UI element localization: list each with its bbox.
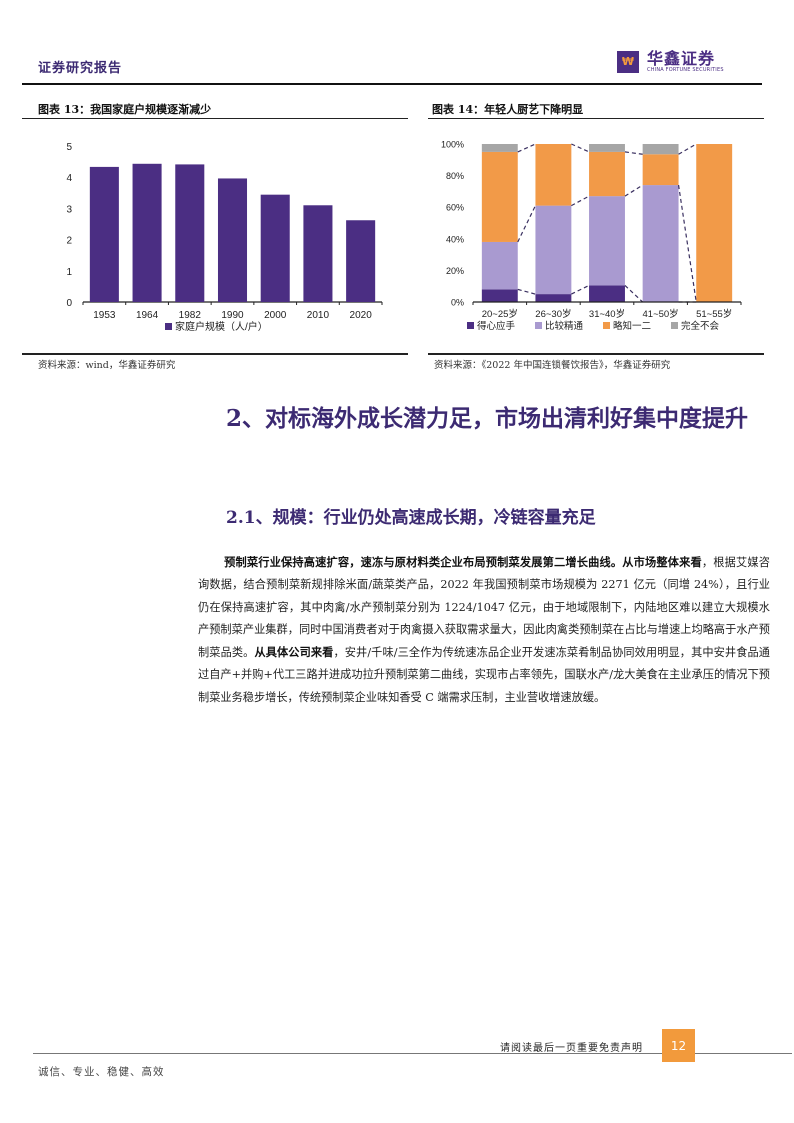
legend-swatch bbox=[671, 322, 678, 329]
bar bbox=[346, 220, 376, 302]
y-tick-label: 60% bbox=[446, 203, 464, 213]
legend-label: 得心应手 bbox=[477, 320, 516, 332]
series-line bbox=[571, 195, 590, 207]
stacked-segment bbox=[481, 151, 518, 242]
series-line bbox=[677, 184, 697, 303]
y-tick-label: 40% bbox=[446, 234, 464, 244]
legend-label: 家庭户规模（人/户） bbox=[175, 320, 268, 333]
x-tick-label: 1953 bbox=[93, 310, 116, 321]
bar bbox=[303, 205, 333, 302]
stacked-segment bbox=[589, 196, 625, 286]
series-line bbox=[624, 284, 644, 303]
series-line bbox=[624, 151, 643, 155]
legend-label: 比较精通 bbox=[545, 320, 584, 332]
series-line bbox=[517, 143, 536, 153]
legend-swatch bbox=[603, 322, 610, 329]
stacked-segment bbox=[481, 241, 518, 290]
stacked-segment bbox=[481, 144, 518, 152]
y-tick-label: 3 bbox=[66, 204, 72, 215]
stacked-segment bbox=[481, 289, 518, 302]
series-line bbox=[517, 288, 536, 295]
paragraph-text-1: ，根据艾媒咨询数据，结合预制菜新规排除米面/蔬菜类产品，2022 年我国预制菜市… bbox=[198, 556, 770, 660]
company-logo: ₩ 华鑫证券 CHINA FORTUNE SECURITIES bbox=[617, 50, 724, 73]
x-tick-label: 1964 bbox=[136, 310, 159, 321]
series-line bbox=[624, 184, 643, 197]
stacked-segment bbox=[589, 285, 625, 302]
subsection-heading: 2.1、规模：行业仍处高速成长期，冷链容量充足 bbox=[226, 508, 596, 528]
bar bbox=[132, 163, 162, 302]
report-header-title: 证券研究报告 bbox=[38, 61, 123, 76]
legend-swatch bbox=[535, 322, 542, 329]
series-line bbox=[571, 143, 590, 153]
stacked-segment bbox=[535, 144, 572, 206]
stacked-segment bbox=[589, 144, 625, 152]
paragraph-company-bold: 从具体公司来看 bbox=[254, 645, 334, 660]
footer-divider-left bbox=[33, 1053, 393, 1054]
logo-mark-icon: ₩ bbox=[617, 50, 639, 73]
stacked-segment bbox=[535, 205, 572, 295]
y-tick-label: 100% bbox=[441, 140, 464, 150]
legend-label: 略知一二 bbox=[613, 320, 651, 332]
figure-13-title: 图表 13：我国家庭户规模逐渐减少 bbox=[38, 103, 212, 116]
logo-cn-text: 华鑫证券 bbox=[647, 49, 716, 68]
y-tick-label: 80% bbox=[446, 171, 464, 181]
x-tick-label: 2020 bbox=[350, 310, 373, 321]
x-tick-label: 31~40岁 bbox=[589, 308, 625, 320]
x-tick-label: 2010 bbox=[307, 310, 330, 321]
y-tick-label: 5 bbox=[66, 142, 72, 153]
x-tick-label: 41~50岁 bbox=[643, 308, 679, 320]
y-tick-label: 0% bbox=[451, 298, 464, 308]
bar bbox=[89, 166, 119, 302]
x-tick-label: 26~30岁 bbox=[535, 308, 571, 320]
disclaimer-notice-link[interactable]: 请阅读最后一页重要免责声明 bbox=[500, 1043, 643, 1054]
x-tick-label: 2000 bbox=[264, 310, 287, 321]
y-tick-label: 2 bbox=[66, 236, 72, 247]
stacked-segment bbox=[642, 185, 679, 302]
legend-swatch bbox=[467, 322, 474, 329]
x-tick-label: 1982 bbox=[179, 310, 202, 321]
legend-swatch bbox=[165, 323, 172, 330]
stacked-segment bbox=[642, 144, 679, 155]
y-tick-label: 1 bbox=[66, 267, 72, 278]
stacked-segment bbox=[642, 154, 679, 186]
body-paragraph: 预制菜行业保持高速扩容，速冻与原材料类企业布局预制菜发展第二增长曲线。从市场整体… bbox=[198, 551, 770, 709]
figure-13-bar-chart: 0 1 2 3 4 5 1953 1964 1982 1990 2000 2010 2020 家庭户规模（… bbox=[30, 130, 410, 350]
x-tick-label: 20~25岁 bbox=[482, 308, 518, 320]
paragraph-text-2: ，安井/千味/三全作为传统速冻品企业开发速冻菜肴制品协同效用明显，其中安井食品通… bbox=[198, 646, 770, 704]
figure-13-source: 资料来源：wind，华鑫证券研究 bbox=[38, 360, 176, 371]
y-tick-label: 4 bbox=[66, 173, 72, 184]
footer-divider-right bbox=[382, 1053, 792, 1054]
x-tick-label: 1990 bbox=[221, 310, 244, 321]
series-line bbox=[517, 205, 536, 243]
stacked-segment bbox=[535, 294, 572, 302]
bar bbox=[175, 164, 205, 302]
figure-14-bottom-rule bbox=[428, 353, 764, 355]
x-tick-label: 51~55岁 bbox=[696, 308, 732, 320]
page-number-badge: 12 bbox=[662, 1029, 695, 1062]
y-tick-label: 0 bbox=[66, 298, 72, 309]
figure-14-top-rule bbox=[428, 118, 764, 119]
figure-13-top-rule bbox=[22, 118, 408, 119]
bar bbox=[217, 178, 248, 302]
section-heading: 2、对标海外成长潜力足，市场出清利好集中度提升 bbox=[226, 405, 749, 432]
bar bbox=[260, 194, 290, 302]
stacked-segment bbox=[696, 144, 733, 302]
series-line bbox=[678, 143, 697, 155]
logo-en-text: CHINA FORTUNE SECURITIES bbox=[647, 67, 724, 73]
header-divider bbox=[22, 83, 762, 85]
figure-13-bottom-rule bbox=[22, 353, 408, 355]
series-line bbox=[571, 284, 590, 295]
paragraph-lead-bold: 预制菜行业保持高速扩容，速冻与原材料类企业布局预制菜发展第二增长曲线。从市场整体… bbox=[224, 555, 702, 569]
y-tick-label: 20% bbox=[446, 266, 464, 276]
figure-14-title: 图表 14：年轻人厨艺下降明显 bbox=[432, 103, 584, 116]
stacked-segment bbox=[589, 151, 625, 197]
figure-14-stacked-bar-chart: 0% 20% 40% 60% 80% 100% 20~25岁 26~30岁 31~40岁 41~5… bbox=[430, 130, 760, 350]
legend-label: 完全不会 bbox=[681, 320, 720, 332]
figure-14-source: 资料来源：《2022 年中国连锁餐饮报告》，华鑫证券研究 bbox=[434, 360, 671, 371]
footer-motto: 诚信、专业、稳健、高效 bbox=[38, 1066, 165, 1078]
